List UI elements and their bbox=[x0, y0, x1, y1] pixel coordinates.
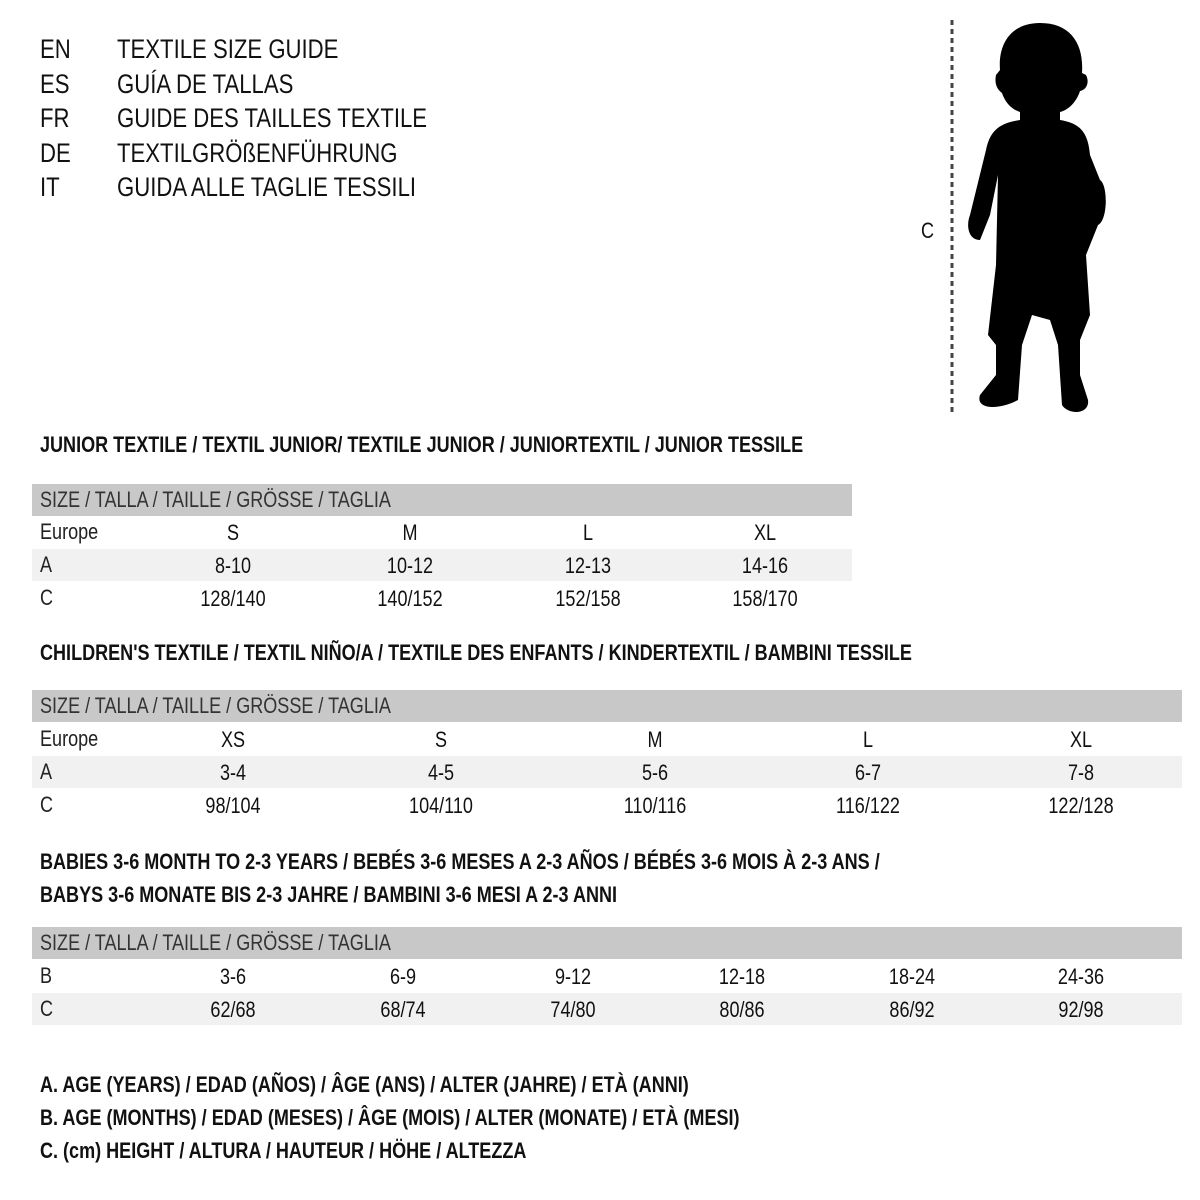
table-cell: 10-12 bbox=[386, 553, 434, 578]
row-label: C bbox=[40, 792, 54, 817]
table-row: B 3-6 6-9 9-12 12-18 18-24 24-36 bbox=[32, 960, 1182, 992]
size-header-label: SIZE / TALLA / TAILLE / GRÖSSE / TAGLIA bbox=[40, 693, 391, 718]
table-cell: 62/68 bbox=[210, 997, 256, 1022]
language-title: TEXTILGRÖßENFÜHRUNG bbox=[117, 137, 398, 168]
table-cell: XS bbox=[220, 727, 246, 752]
table-cell: 18-24 bbox=[888, 964, 936, 989]
size-header-label: SIZE / TALLA / TAILLE / GRÖSSE / TAGLIA bbox=[40, 487, 391, 512]
table-cell: 9-12 bbox=[554, 964, 592, 989]
table-cell: 92/98 bbox=[1058, 997, 1104, 1022]
row-label: Europe bbox=[40, 726, 99, 751]
row-label: C bbox=[40, 585, 54, 610]
table-cell: L bbox=[582, 520, 594, 545]
table-cell: 7-8 bbox=[1067, 760, 1095, 785]
table-cell: 4-5 bbox=[427, 760, 455, 785]
table-cell: 110/116 bbox=[623, 793, 687, 818]
legend-item: B. AGE (MONTHS) / EDAD (MESES) / ÂGE (MO… bbox=[40, 1105, 740, 1130]
language-code: FR bbox=[40, 103, 70, 133]
table-cell: 6-7 bbox=[854, 760, 882, 785]
table-cell: 3-6 bbox=[219, 964, 247, 989]
table-cell: M bbox=[402, 520, 418, 545]
child-silhouette-icon bbox=[950, 20, 1106, 415]
table-cell: 6-9 bbox=[389, 964, 417, 989]
table-cell: XL bbox=[753, 520, 777, 545]
table-cell: 140/152 bbox=[377, 586, 443, 611]
size-header-row: SIZE / TALLA / TAILLE / GRÖSSE / TAGLIA bbox=[32, 484, 852, 516]
table-cell: 122/128 bbox=[1048, 793, 1114, 818]
table-cell: 98/104 bbox=[205, 793, 261, 818]
legend-item: A. AGE (YEARS) / EDAD (AÑOS) / ÂGE (ANS)… bbox=[40, 1072, 689, 1097]
size-header-row: SIZE / TALLA / TAILLE / GRÖSSE / TAGLIA bbox=[32, 927, 1182, 959]
row-label: B bbox=[40, 963, 53, 988]
babies-title-line1: BABIES 3-6 MONTH TO 2-3 YEARS / BEBÉS 3-… bbox=[40, 849, 880, 874]
language-code: DE bbox=[40, 137, 71, 168]
size-header-label: SIZE / TALLA / TAILLE / GRÖSSE / TAGLIA bbox=[40, 930, 391, 955]
table-row: Europe XS S M L XL bbox=[32, 723, 1182, 755]
language-code: IT bbox=[40, 172, 60, 202]
table-cell: S bbox=[226, 520, 240, 545]
row-label: A bbox=[40, 552, 53, 577]
table-cell: 8-10 bbox=[214, 553, 252, 578]
table-cell: 5-6 bbox=[641, 760, 669, 785]
table-cell: L bbox=[862, 727, 874, 752]
row-label: C bbox=[40, 996, 54, 1021]
table-cell: 80/86 bbox=[719, 997, 765, 1022]
table-row: Europe S M L XL bbox=[32, 516, 852, 548]
table-cell: 68/74 bbox=[380, 997, 426, 1022]
junior-title: JUNIOR TEXTILE / TEXTIL JUNIOR/ TEXTILE … bbox=[40, 432, 804, 457]
table-cell: 24-36 bbox=[1057, 964, 1105, 989]
table-cell: 12-13 bbox=[564, 553, 612, 578]
language-title: GUIDE DES TAILLES TEXTILE bbox=[117, 103, 428, 133]
table-cell: 158/170 bbox=[732, 586, 798, 611]
size-header-row: SIZE / TALLA / TAILLE / GRÖSSE / TAGLIA bbox=[32, 690, 1182, 722]
table-cell: 86/92 bbox=[889, 997, 935, 1022]
table-cell: XL bbox=[1069, 727, 1093, 752]
row-label: Europe bbox=[40, 519, 99, 544]
table-cell: 74/80 bbox=[550, 997, 596, 1022]
table-cell: 104/110 bbox=[409, 793, 473, 818]
language-code: ES bbox=[40, 68, 70, 99]
babies-title-line2: BABYS 3-6 MONATE BIS 2-3 JAHRE / BAMBINI… bbox=[40, 882, 618, 907]
language-title: GUIDA ALLE TAGLIE TESSILI bbox=[117, 172, 417, 202]
table-cell: 116/122 bbox=[836, 793, 900, 818]
legend-item: C. (cm) HEIGHT / ALTURA / HAUTEUR / HÖHE… bbox=[40, 1138, 527, 1163]
table-row: A 3-4 4-5 5-6 6-7 7-8 bbox=[32, 756, 1182, 788]
table-row: C 98/104 104/110 110/116 116/122 122/128 bbox=[32, 789, 1182, 821]
language-title: GUÍA DE TALLAS bbox=[117, 68, 294, 99]
table-cell: M bbox=[647, 727, 663, 752]
table-cell: 14-16 bbox=[741, 553, 789, 578]
table-cell: S bbox=[434, 727, 448, 752]
table-row: C 128/140 140/152 152/158 158/170 bbox=[32, 582, 852, 614]
table-cell: 128/140 bbox=[200, 586, 266, 611]
table-row: A 8-10 10-12 12-13 14-16 bbox=[32, 549, 852, 581]
table-cell: 3-4 bbox=[219, 760, 247, 785]
table-row: C 62/68 68/74 74/80 80/86 86/92 92/98 bbox=[32, 993, 1182, 1025]
children-title: CHILDREN'S TEXTILE / TEXTIL NIÑO/A / TEX… bbox=[40, 640, 912, 665]
height-measure-label: C bbox=[921, 218, 935, 243]
language-code: EN bbox=[40, 34, 71, 64]
language-title: TEXTILE SIZE GUIDE bbox=[117, 34, 339, 64]
table-cell: 12-18 bbox=[718, 964, 766, 989]
row-label: A bbox=[40, 759, 53, 784]
table-cell: 152/158 bbox=[555, 586, 621, 611]
